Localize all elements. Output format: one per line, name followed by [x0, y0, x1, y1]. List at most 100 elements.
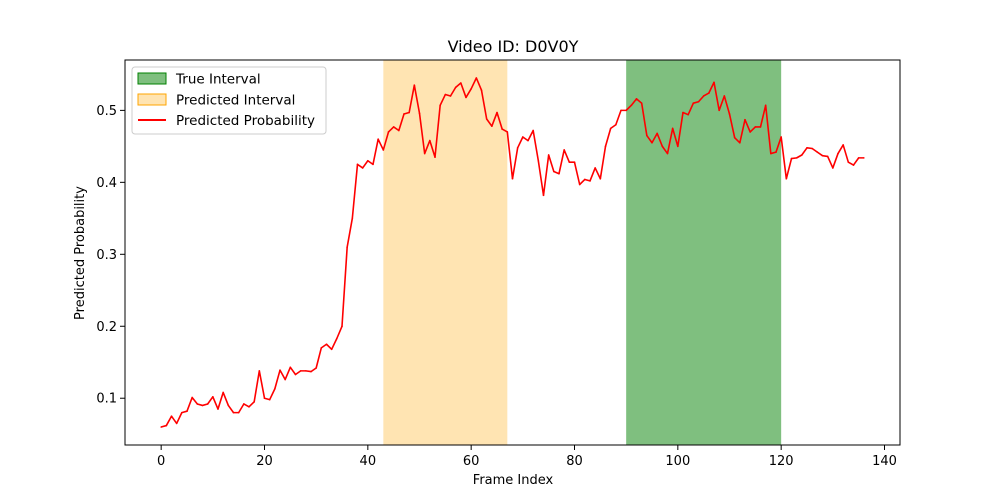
data-point [806, 146, 808, 149]
data-point [423, 152, 426, 155]
data-point [341, 325, 343, 328]
data-point [465, 96, 467, 99]
data-point [847, 161, 850, 163]
data-point [501, 128, 503, 130]
legend-predicted-interval-label: Predicted Interval [176, 93, 295, 109]
probability-line-layer [160, 77, 865, 428]
y-tick-label: 0.4 [96, 176, 117, 191]
data-point [739, 141, 741, 144]
legend-box [131, 66, 327, 135]
data-point [475, 77, 478, 79]
data-point [310, 370, 312, 373]
data-point [563, 149, 565, 151]
data-point [733, 136, 736, 139]
data-point [584, 178, 586, 181]
data-point [666, 152, 669, 155]
data-point [609, 127, 612, 130]
data-point [351, 217, 354, 220]
y-axis-label: Predicted Probability [73, 186, 88, 320]
data-point [578, 183, 581, 186]
legend-true-interval-swatch [137, 72, 167, 85]
data-point [186, 410, 188, 412]
data-point [175, 422, 178, 425]
data-point [754, 126, 757, 128]
data-point [330, 348, 333, 351]
x-tick-label: 140 [872, 454, 897, 469]
data-point [289, 366, 292, 369]
data-point [336, 337, 338, 340]
x-axis-label: Frame Index [473, 473, 554, 488]
data-point [547, 154, 550, 156]
data-point [522, 136, 524, 138]
data-point [697, 100, 700, 103]
data-point [568, 161, 571, 163]
data-point [589, 180, 591, 182]
data-point [165, 424, 168, 427]
data-point [403, 113, 405, 115]
y-tick-label: 0.1 [96, 392, 117, 407]
x-tick-label: 0 [157, 454, 165, 469]
data-point [604, 145, 607, 148]
data-point [284, 378, 286, 381]
data-point [232, 411, 235, 414]
data-point [542, 194, 545, 197]
y-tick-label: 0.2 [96, 320, 117, 335]
data-point [553, 170, 555, 173]
data-point [816, 151, 819, 153]
data-point [677, 145, 679, 148]
legend-predicted-interval-swatch [137, 93, 167, 106]
data-point [795, 157, 798, 159]
data-point [558, 172, 560, 175]
data-point [656, 132, 658, 135]
plot-frame [124, 59, 901, 446]
data-point [454, 86, 457, 89]
data-point [217, 408, 219, 410]
data-point [181, 411, 183, 414]
x-tick-label: 80 [566, 454, 583, 469]
y-tick-label: 0.5 [96, 104, 117, 119]
data-point [418, 112, 421, 115]
data-point [263, 397, 266, 400]
data-point [516, 146, 519, 149]
true-interval-span [626, 60, 782, 445]
data-point [811, 147, 813, 150]
data-point [274, 388, 276, 390]
data-point [863, 157, 865, 159]
data-point [775, 151, 777, 153]
data-point [573, 161, 576, 163]
data-point [279, 369, 281, 371]
data-point [237, 411, 240, 414]
data-point [661, 145, 664, 148]
data-point [857, 157, 860, 159]
data-point [537, 159, 540, 162]
data-point [785, 177, 788, 180]
data-point [532, 129, 534, 132]
data-point [346, 246, 348, 248]
data-point [832, 167, 834, 169]
data-point [170, 415, 173, 418]
data-point [413, 84, 416, 86]
data-point [485, 118, 488, 120]
data-point [382, 149, 385, 151]
data-point [325, 343, 328, 346]
data-point [620, 109, 622, 112]
chart-title: Video ID: D0V0Y [448, 37, 579, 56]
x-tick-label: 120 [769, 454, 794, 469]
data-point [723, 95, 726, 97]
data-point [749, 131, 751, 133]
data-point [594, 167, 596, 169]
data-point [377, 138, 379, 140]
data-point [253, 401, 255, 403]
data-point [770, 152, 772, 155]
data-point [837, 152, 839, 155]
legend: True Interval Predicted Interval Predict… [131, 66, 327, 135]
data-point [635, 98, 638, 100]
data-point [222, 391, 224, 394]
data-point [196, 403, 199, 405]
data-point [294, 373, 297, 376]
data-point [527, 139, 529, 142]
x-axis-ticks: 0 20 40 60 80 100 120 140 [157, 445, 897, 469]
y-tick-label: 0.3 [96, 248, 117, 263]
data-point [356, 163, 359, 166]
x-tick-label: 40 [360, 454, 377, 469]
